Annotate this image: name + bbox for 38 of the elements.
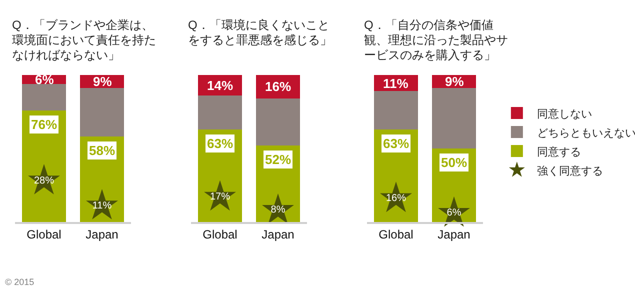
data-label: 50% <box>441 155 468 170</box>
x-tick-label: Japan <box>438 227 470 242</box>
data-label: 52% <box>265 152 292 167</box>
data-label: 8% <box>270 204 286 216</box>
bar <box>198 96 242 130</box>
data-label: 6% <box>35 72 54 87</box>
chart-title: Q．「ブランドや企業は、環境面において責任を持たなければならない」 <box>12 18 157 63</box>
data-label: 16% <box>386 192 406 204</box>
x-tick-label: Global <box>378 227 414 242</box>
data-label: 11% <box>92 200 112 212</box>
data-label: 6% <box>446 208 462 219</box>
data-label: 14% <box>207 78 234 93</box>
data-label: 63% <box>383 136 410 151</box>
legend-label: 同意する <box>536 145 581 158</box>
bar <box>374 91 418 130</box>
x-tick-label: Global <box>202 227 238 242</box>
data-label: 63% <box>207 136 234 151</box>
legend-label: どちらともいえない <box>536 127 635 140</box>
bar <box>22 84 66 110</box>
x-tick-label: Global <box>26 227 62 242</box>
data-label: 9% <box>445 74 464 89</box>
data-label: 11% <box>383 76 409 91</box>
data-label: 28% <box>34 175 54 186</box>
legend-label: 同意しない <box>536 107 592 120</box>
data-label: 17% <box>210 192 230 203</box>
data-label: 9% <box>93 74 112 89</box>
x-tick-label: Japan <box>262 227 294 242</box>
chart-title: Q．「自分の信条や価値観、理想に沿った製品やサービスのみを購入する」 <box>364 18 509 63</box>
legend-label: 強く同意する <box>536 164 603 178</box>
chart-title: Q．「環境に良くないことをすると罪悪感を感じる」 <box>188 18 333 48</box>
data-label: 76% <box>31 117 58 132</box>
text: © 2015 <box>5 277 34 287</box>
bar <box>256 98 300 146</box>
x-tick-label: Japan <box>86 227 118 242</box>
bar <box>80 88 124 137</box>
data-label: 16% <box>265 79 292 94</box>
bar <box>432 88 476 148</box>
data-label: 58% <box>89 143 116 158</box>
